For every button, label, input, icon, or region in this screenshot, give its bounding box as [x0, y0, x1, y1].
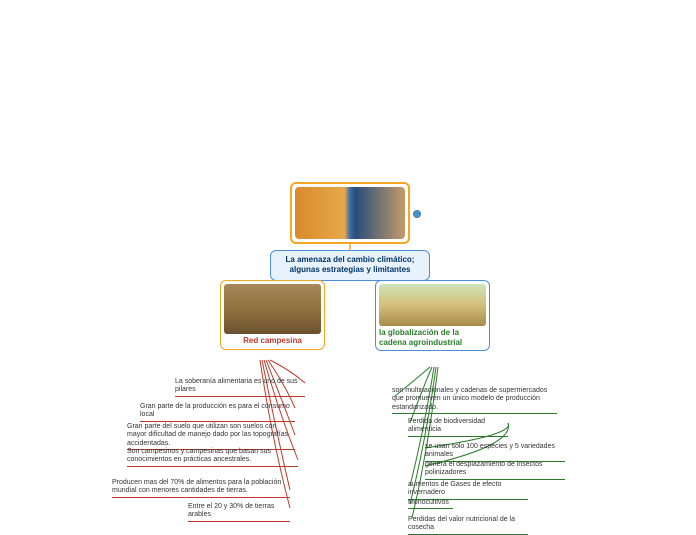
leaf-text: Monocultivos: [408, 499, 449, 506]
leaf-text: Gran parte de la producción es para el c…: [140, 403, 290, 418]
right-leaf[interactable]: Perdidas del valor nutricional de la cos…: [408, 516, 528, 535]
root-title-text: La amenaza del cambio climático; algunas…: [286, 255, 415, 274]
left-leaf[interactable]: Gran parte del suelo que utilizan son su…: [127, 423, 295, 450]
leaf-text: Perdidas del valor nutricional de la cos…: [408, 516, 515, 531]
left-leaf[interactable]: Gran parte de la producción es para el c…: [140, 403, 295, 422]
leaf-text: son multinacionales y cadenas de superme…: [392, 387, 547, 411]
left-leaf[interactable]: Producen mas del 70% de alimentos para l…: [112, 479, 290, 498]
leaf-text: se usan solo 100 especies y 5 variedades…: [425, 443, 555, 458]
root-image: [295, 187, 405, 239]
left-branch-node[interactable]: Red campesina: [220, 280, 325, 350]
globe-icon: [413, 210, 421, 218]
left-branch-title: Red campesina: [224, 334, 321, 346]
right-branch-node[interactable]: la globalización de la cadena agroindust…: [375, 280, 490, 351]
root-image-node[interactable]: [290, 182, 410, 244]
left-leaf[interactable]: La soberanía alimentaria es uno de sus p…: [175, 378, 305, 397]
leaf-text: Perdida de biodiversidad alimenticia: [408, 418, 485, 433]
left-branch-image: [224, 284, 321, 334]
leaf-text: Son campesinos y campesinas que basan su…: [127, 448, 271, 463]
right-branch-image: [379, 284, 486, 326]
right-leaf[interactable]: son multinacionales y cadenas de superme…: [392, 387, 557, 414]
left-leaf[interactable]: Son campesinos y campesinas que basan su…: [127, 448, 298, 467]
right-leaf[interactable]: aumentos de Gases de efecto invernadero: [408, 481, 528, 500]
leaf-text: genera el desplazamiento de insectos pol…: [425, 461, 543, 476]
right-leaf[interactable]: Monocultivos: [408, 499, 453, 509]
left-leaf[interactable]: Entre el 20 y 30% de tierras arables: [188, 503, 290, 522]
right-leaf-biodiv[interactable]: Perdida de biodiversidad alimenticia: [408, 418, 508, 437]
leaf-text: Producen mas del 70% de alimentos para l…: [112, 479, 281, 494]
leaf-text: aumentos de Gases de efecto invernadero: [408, 481, 501, 496]
leaf-text: Gran parte del suelo que utilizan son su…: [127, 423, 288, 447]
right-leaf-sub[interactable]: genera el desplazamiento de insectos pol…: [425, 461, 565, 480]
root-title-node[interactable]: La amenaza del cambio climático; algunas…: [270, 250, 430, 281]
right-branch-title: la globalización de la cadena agroindust…: [379, 326, 486, 347]
leaf-text: Entre el 20 y 30% de tierras arables: [188, 503, 274, 518]
leaf-text: La soberanía alimentaria es uno de sus p…: [175, 378, 298, 393]
right-leaf-sub[interactable]: se usan solo 100 especies y 5 variedades…: [425, 443, 565, 462]
